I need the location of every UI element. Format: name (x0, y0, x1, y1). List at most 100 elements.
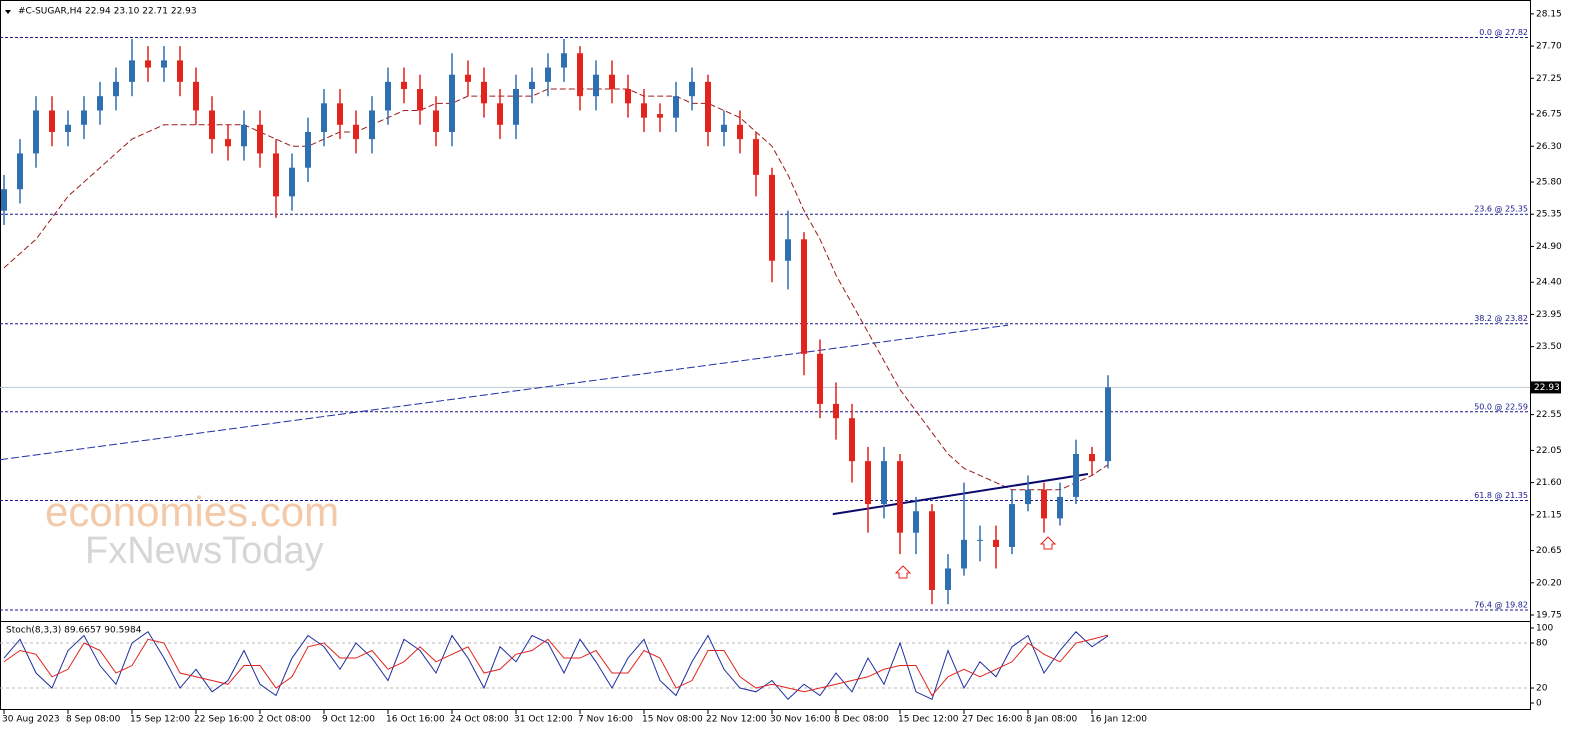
candle-body (49, 110, 55, 132)
candle-body (161, 60, 167, 68)
price-box (1531, 381, 1561, 394)
signal-arrow (1039, 536, 1057, 550)
candle-body (945, 568, 951, 590)
candle-body (1025, 489, 1031, 505)
y-tick-label: 0 (1536, 699, 1542, 709)
signal-arrow (894, 565, 912, 579)
y-tick-label: 20.65 (1536, 546, 1562, 556)
candle-body (897, 461, 903, 533)
candle-body (65, 124, 71, 132)
candle-body (753, 139, 759, 175)
y-tick-label: 24.90 (1536, 242, 1562, 252)
candle-body (833, 403, 839, 419)
trendline (0, 324, 1009, 461)
y-tick-label: 19.75 (1536, 610, 1562, 620)
x-tick-label: 8 Jan 08:00 (1026, 715, 1078, 725)
candle-body (1105, 387, 1111, 462)
x-tick-label: 8 Dec 08:00 (834, 715, 889, 725)
x-tick-label: 31 Oct 12:00 (514, 715, 573, 725)
candle-body (1041, 489, 1047, 519)
fib-label: 0.0 @ 27.82 (1479, 28, 1528, 37)
candle-body (321, 103, 327, 132)
x-tick-label: 15 Nov 08:00 (642, 715, 703, 725)
x-tick-label: 16 Oct 16:00 (386, 715, 445, 725)
candle-body (241, 124, 247, 147)
y-tick-label: 20 (1536, 684, 1548, 694)
candle-body (209, 110, 215, 140)
candle-body (81, 110, 87, 125)
candle-body (961, 539, 967, 569)
trendline (832, 473, 1089, 516)
y-tick-label: 24.40 (1536, 278, 1562, 288)
stoch-line (3, 631, 1109, 700)
chart-title: #C-SUGAR,H4 22.94 23.10 22.71 22.93 (18, 7, 197, 17)
candle-body (513, 89, 519, 125)
candle-body (673, 96, 679, 118)
x-tick-label: 30 Aug 2023 (2, 715, 60, 725)
candle-body (801, 239, 807, 354)
fib-label: 38.2 @ 23.82 (1474, 314, 1528, 323)
candle-body (737, 124, 743, 140)
x-tick-label: 2 Oct 08:00 (258, 715, 311, 725)
candle-body (1089, 453, 1095, 462)
candle-body (481, 81, 487, 104)
x-tick-label: 16 Jan 12:00 (1090, 715, 1147, 725)
candle-body (913, 511, 919, 533)
candle-body (529, 81, 535, 90)
y-tick-label: 28.15 (1536, 9, 1562, 19)
moving-average (3, 88, 1109, 491)
x-tick-label: 22 Sep 16:00 (194, 715, 254, 725)
candle-body (689, 81, 695, 97)
y-tick-label: 20.20 (1536, 578, 1562, 588)
candle-body (1009, 504, 1015, 548)
y-tick-label: 25.80 (1536, 178, 1562, 188)
candle-body (97, 96, 103, 111)
candle-body (257, 124, 263, 154)
candle-body (929, 511, 935, 590)
candle-body (1057, 496, 1063, 519)
candle-body (33, 110, 39, 154)
y-tick-label: 26.30 (1536, 142, 1562, 152)
candle-body (305, 131, 311, 168)
candle-body (369, 110, 375, 140)
y-tick-label: 26.75 (1536, 110, 1562, 120)
y-tick-label: 22.05 (1536, 446, 1562, 456)
y-tick-label: 23.50 (1536, 342, 1562, 352)
candle-body (177, 60, 183, 82)
candle-body (1073, 453, 1079, 497)
candle-body (17, 153, 23, 190)
x-tick-label: 9 Oct 12:00 (322, 715, 375, 725)
plot-frame (0, 0, 1531, 710)
candle-body (881, 461, 887, 505)
stoch-line (3, 634, 1109, 697)
x-tick-label: 15 Sep 12:00 (130, 715, 190, 725)
watermark-text: economies.com (45, 488, 339, 535)
candle-body (449, 74, 455, 132)
candle-body (417, 89, 423, 111)
x-tick-label: 27 Dec 16:00 (962, 715, 1023, 725)
candle-body (817, 353, 823, 404)
candle-body (641, 103, 647, 118)
candle-body (657, 114, 663, 118)
candle-body (225, 139, 231, 147)
candle-body (865, 461, 871, 505)
candle-body (1, 189, 7, 211)
candle-body (577, 53, 583, 97)
y-tick-label: 21.15 (1536, 510, 1562, 520)
price-label: 22.93 (1534, 383, 1560, 393)
menu-arrow (5, 10, 11, 14)
y-tick-label: 21.60 (1536, 478, 1562, 488)
indicator-title: Stoch(8,3,3) 89.6657 90.5984 (6, 626, 142, 636)
y-tick-label: 23.95 (1536, 310, 1562, 320)
candle-body (705, 81, 711, 132)
candle-body (993, 539, 999, 548)
candle-body (609, 74, 615, 90)
candle-body (465, 74, 471, 82)
candle-body (593, 74, 599, 97)
candle-body (145, 60, 151, 68)
candle-body (337, 103, 343, 125)
candle-body (353, 124, 359, 140)
candle-body (545, 67, 551, 82)
